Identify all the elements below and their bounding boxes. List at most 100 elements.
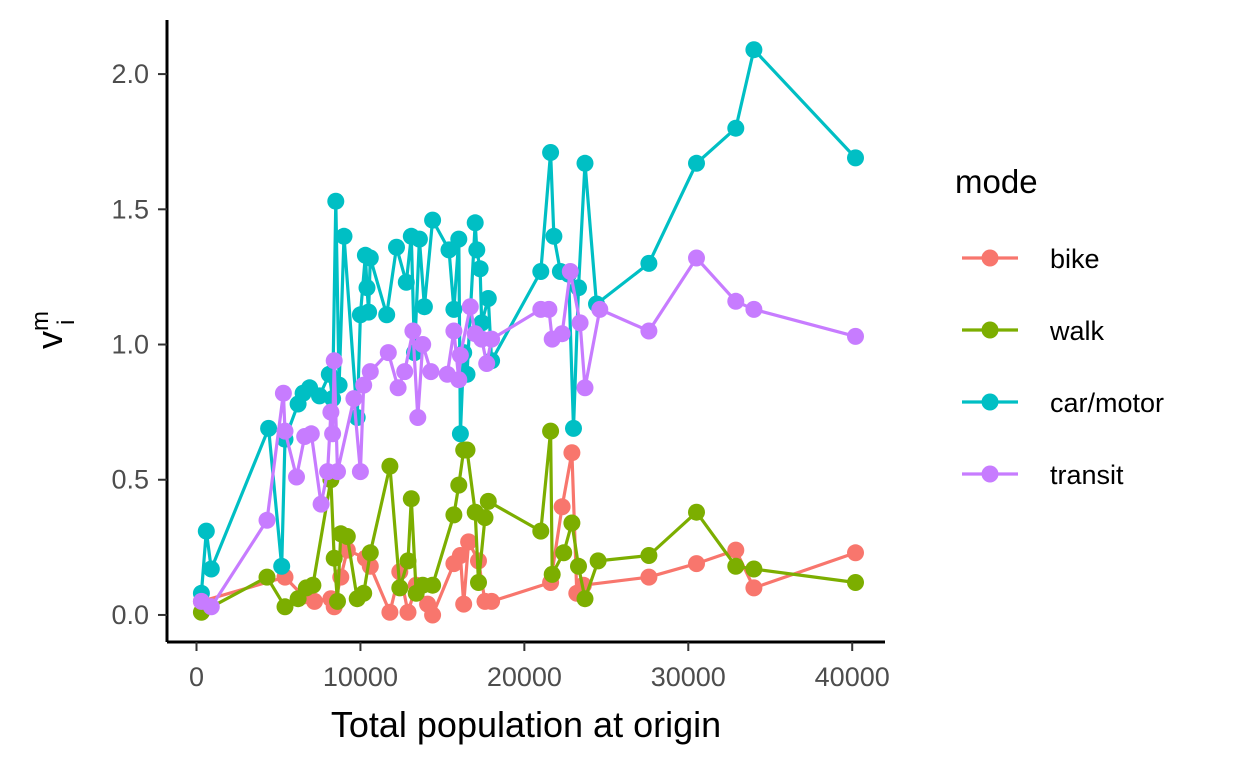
data-point-car-motor <box>202 560 220 578</box>
data-point-car-motor <box>397 273 415 291</box>
legend-label: car/motor <box>1050 388 1164 418</box>
series-car-motor <box>192 41 864 602</box>
data-point-car-motor <box>565 419 582 437</box>
data-point-car-motor <box>576 154 594 172</box>
data-point-transit <box>322 403 340 421</box>
data-point-walk <box>391 579 409 597</box>
data-point-car-motor <box>388 238 405 256</box>
data-point-car-motor <box>335 227 353 245</box>
data-point-transit <box>389 379 407 397</box>
x-tick-label: 20000 <box>487 662 562 692</box>
data-point-walk <box>479 492 497 510</box>
data-point-car-motor <box>471 260 489 278</box>
data-point-car-motor <box>847 149 864 167</box>
legend-label: transit <box>1050 460 1124 490</box>
data-point-car-motor <box>532 263 550 280</box>
data-point-transit <box>312 495 330 513</box>
data-point-transit <box>445 322 463 340</box>
y-tick-label: 1.5 <box>111 194 149 224</box>
data-point-car-motor <box>410 230 428 248</box>
data-point-walk <box>589 552 607 570</box>
legend-title: mode <box>955 163 1038 200</box>
data-point-walk <box>847 574 864 591</box>
data-point-transit <box>461 298 479 316</box>
data-point-bike <box>483 592 501 610</box>
data-point-car-motor <box>197 522 215 540</box>
x-tick-label: 40000 <box>815 662 890 692</box>
data-point-transit <box>540 300 558 318</box>
data-point-transit <box>202 598 220 616</box>
data-point-transit <box>302 425 320 443</box>
data-point-walk <box>424 576 442 594</box>
data-point-car-motor <box>273 557 291 575</box>
data-point-walk <box>570 557 587 575</box>
data-point-car-motor <box>445 300 463 318</box>
data-point-bike <box>745 579 763 597</box>
legend-key-point <box>981 393 999 411</box>
data-point-walk <box>338 528 356 545</box>
data-point-transit <box>640 322 658 340</box>
data-point-car-motor <box>688 154 705 172</box>
data-point-transit <box>325 352 343 370</box>
data-point-walk <box>258 568 276 586</box>
data-point-car-motor <box>361 249 379 267</box>
x-tick-label: 0 <box>189 662 204 692</box>
data-point-walk <box>445 506 463 524</box>
data-point-walk <box>476 509 494 527</box>
data-point-transit <box>553 325 571 343</box>
y-axis-title: vmi <box>27 311 80 349</box>
data-point-bike <box>688 555 705 573</box>
data-point-bike <box>306 592 323 610</box>
data-point-transit <box>355 376 373 394</box>
legend-key-point <box>981 465 999 483</box>
series-walk <box>192 422 864 621</box>
data-point-transit <box>576 379 594 397</box>
data-point-walk <box>532 522 550 540</box>
data-point-transit <box>409 409 427 426</box>
data-point-car-motor <box>378 306 396 324</box>
data-point-transit <box>745 300 763 318</box>
data-point-transit <box>274 384 292 402</box>
y-axis-title-superscript: m <box>27 311 54 331</box>
data-point-transit <box>478 355 496 372</box>
data-point-walk <box>470 574 487 591</box>
legend-item-walk: walk <box>962 316 1105 346</box>
data-point-walk <box>450 476 468 494</box>
data-point-transit <box>404 322 422 340</box>
data-point-bike <box>381 603 399 621</box>
series-line-car-motor <box>199 48 857 594</box>
data-point-car-motor <box>468 241 486 259</box>
x-axis-title: Total population at origin <box>331 704 721 745</box>
data-point-walk <box>325 549 343 567</box>
data-point-walk <box>399 552 417 570</box>
svg-text:vmi: vmi <box>27 311 80 349</box>
data-point-transit <box>379 344 397 362</box>
data-point-transit <box>561 263 579 280</box>
data-point-walk <box>563 514 581 532</box>
legend-key-point <box>981 249 999 267</box>
data-point-bike <box>553 498 571 516</box>
data-point-car-motor <box>415 298 433 316</box>
y-tick-label: 0.0 <box>111 600 149 630</box>
data-point-car-motor <box>440 241 458 259</box>
x-tick-label: 30000 <box>651 662 726 692</box>
data-point-walk <box>276 598 294 616</box>
data-point-car-motor <box>327 192 345 210</box>
data-point-bike <box>640 568 658 586</box>
data-point-car-motor <box>358 279 376 297</box>
data-point-walk <box>355 584 373 602</box>
data-point-transit <box>483 330 501 348</box>
x-axis-ticks: 0 10000 20000 30000 40000 <box>189 642 890 692</box>
data-point-transit <box>847 327 864 345</box>
data-point-car-motor <box>360 303 378 321</box>
legend-item-bike: bike <box>962 244 1100 274</box>
data-point-walk <box>458 441 476 459</box>
y-axis-title-subscript: i <box>53 320 80 325</box>
y-tick-label: 0.5 <box>111 465 149 495</box>
data-point-transit <box>451 346 469 364</box>
data-point-walk <box>543 565 561 583</box>
data-point-transit <box>361 363 379 381</box>
data-point-bike <box>451 547 469 564</box>
legend-label: walk <box>1049 316 1105 346</box>
data-point-bike <box>847 544 864 562</box>
